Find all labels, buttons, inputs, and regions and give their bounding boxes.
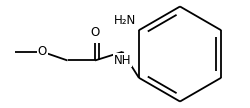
Text: O: O [38, 45, 47, 58]
Text: O: O [90, 26, 100, 39]
Text: H₂N: H₂N [114, 14, 136, 27]
Text: NH: NH [114, 54, 131, 67]
